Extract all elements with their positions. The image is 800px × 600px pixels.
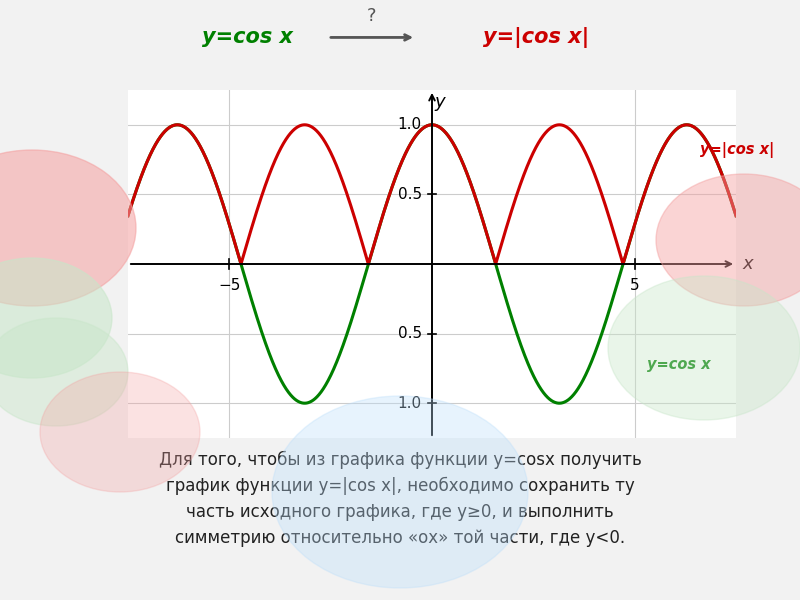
Text: 1.0: 1.0 [398, 117, 422, 132]
Text: y=cos x: y=cos x [202, 28, 294, 47]
Text: x: x [742, 255, 753, 273]
Text: 0.5: 0.5 [398, 187, 422, 202]
Text: y: y [434, 93, 445, 111]
Text: y=|cos x|: y=|cos x| [483, 27, 589, 48]
Text: 1.0: 1.0 [398, 396, 422, 410]
Text: y=cos x: y=cos x [647, 357, 710, 372]
Text: 0.5: 0.5 [398, 326, 422, 341]
Text: 5: 5 [630, 278, 639, 293]
Text: −5: −5 [218, 278, 241, 293]
Text: y=|cos x|: y=|cos x| [699, 142, 774, 158]
Text: Для того, чтобы из графика функции y=cosx получить
график функции y=|cos x|, нео: Для того, чтобы из графика функции y=cos… [158, 451, 642, 547]
Text: ?: ? [367, 7, 377, 25]
